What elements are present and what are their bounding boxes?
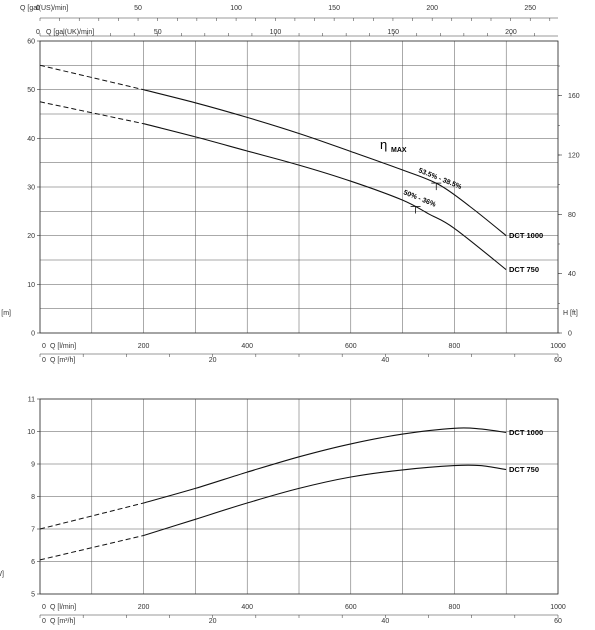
y2-axis-label: H [ft]: [563, 310, 578, 317]
y-tick-label: 60: [27, 39, 35, 46]
y-tick-label: 30: [27, 185, 35, 192]
y2-tick-label: 120: [568, 152, 580, 159]
dct-1000-line: [143, 427, 507, 504]
top-axis-tick-label: 200: [505, 29, 517, 36]
y-tick-label: 9: [31, 462, 35, 469]
x2-tick-label: 40: [381, 357, 389, 364]
dct-1000-line: [143, 89, 507, 237]
y-tick-label: 10: [27, 429, 35, 436]
top-axis-tick-label: 50: [134, 5, 142, 12]
y-tick-label: 0: [31, 331, 35, 338]
dct-750-line: [143, 464, 507, 537]
top-axis-tick-label: 100: [230, 5, 242, 12]
efficiency-range-dct750: 50% - 36%: [402, 189, 437, 209]
top-axis-tick-label: 150: [328, 5, 340, 12]
y-tick-label: 5: [31, 592, 35, 599]
x-tick-label: 400: [241, 604, 253, 611]
y-tick-label: 7: [31, 527, 35, 534]
x-zero-label: 0: [42, 343, 46, 350]
dct-1000-dashed-line: [39, 502, 144, 530]
dct-1000-dashed-line: [39, 64, 144, 91]
y-tick-label: 10: [27, 282, 35, 289]
head-chart: 0 10 20 30 40 50 60 H [m] 0 40 80 120 160 H [ft] 0 Q [l…: [0, 5, 580, 364]
y-tick-label: 6: [31, 559, 35, 566]
x-tick-label: 1000: [550, 604, 566, 611]
y-tick-label: 20: [27, 233, 35, 240]
top-axis-zero: 0: [36, 5, 40, 12]
efficiency-range-dct1000: 53.5% - 38.5%: [417, 167, 463, 191]
top-axis-label: Q [gal(US)/min]: [20, 5, 68, 12]
eta-max-label: MAX: [391, 147, 407, 154]
x2-zero-label: 0: [42, 618, 46, 625]
top-axis-tick-label: 100: [270, 29, 282, 36]
x2-tick-label: 40: [381, 618, 389, 625]
eta-symbol: η: [380, 137, 387, 152]
x-tick-label: 1000: [550, 343, 566, 350]
x-tick-label: 800: [449, 343, 461, 350]
x-tick-label: 600: [345, 604, 357, 611]
dct-750-label: DCT 750: [509, 265, 539, 274]
top-axis-tick-label: 200: [426, 5, 438, 12]
top-axis-zero: 0: [36, 29, 40, 36]
x2-tick-label: 20: [209, 357, 217, 364]
y-tick-label: 11: [28, 397, 35, 404]
y-axis-label: H [m]: [0, 310, 11, 317]
top-axis-label: Q [gal(UK)/min]: [46, 29, 94, 36]
y2-tick-label: 0: [568, 331, 572, 338]
y-tick-label: 40: [27, 136, 35, 143]
dct-750-label: DCT 750: [509, 465, 539, 474]
x2-axis-label: Q [m³/h]: [50, 618, 75, 625]
x-tick-label: 600: [345, 343, 357, 350]
power-chart: 567891011P1 [kW]0Q [l/min]20040060080010…: [0, 397, 566, 626]
x2-tick-label: 20: [209, 618, 217, 625]
x-tick-label: 200: [138, 343, 150, 350]
dct-750-dashed-line: [39, 535, 144, 561]
x-axis-label: Q [l/min]: [50, 604, 76, 611]
y-axis-label: P1 [kW]: [0, 571, 4, 578]
y-tick-label: 50: [27, 87, 35, 94]
x-tick-label: 800: [449, 604, 461, 611]
top-axis-tick-label: 50: [154, 29, 162, 36]
y2-tick-label: 40: [568, 271, 576, 278]
dct-750-dashed-line: [39, 101, 144, 125]
top-axis-tick-label: 250: [524, 5, 536, 12]
x2-tick-label: 60: [554, 618, 562, 625]
x2-tick-label: 60: [554, 357, 562, 364]
y-tick-label: 8: [31, 494, 35, 501]
x-tick-label: 400: [241, 343, 253, 350]
y2-tick-label: 160: [568, 93, 580, 100]
y2-tick-label: 80: [568, 212, 576, 219]
x-zero-label: 0: [42, 604, 46, 611]
dct-1000-label: DCT 1000: [509, 231, 543, 240]
x2-zero-label: 0: [42, 357, 46, 364]
dct-750-line: [143, 123, 507, 271]
x-tick-label: 200: [138, 604, 150, 611]
x2-axis-label: Q [m³/h]: [50, 357, 75, 364]
top-axis-tick-label: 150: [387, 29, 399, 36]
x-axis-label: Q [l/min]: [50, 343, 76, 350]
dct-1000-label: DCT 1000: [509, 428, 543, 437]
